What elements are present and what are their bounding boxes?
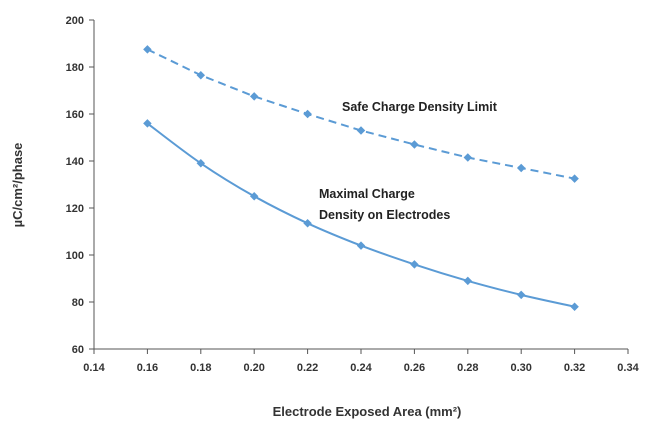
x-tick-label: 0.24 xyxy=(350,362,372,374)
series-line xyxy=(146,48,575,180)
y-tick-label: 140 xyxy=(66,156,84,168)
data-point xyxy=(570,174,579,183)
ticks: 0.14 0.16 0.18 0.20 0.22 0.24 0.26 0.28 0.30 0.32… xyxy=(66,15,640,374)
y-tick-label: 120 xyxy=(66,203,84,215)
x-tick-label: 0.16 xyxy=(137,362,158,374)
data-point xyxy=(356,126,366,135)
x-tick-label: 0.22 xyxy=(297,362,318,374)
x-tick-label: 0.30 xyxy=(510,362,531,374)
data-point xyxy=(516,290,526,300)
axes xyxy=(93,20,628,350)
annotation-label: Maximal Charge xyxy=(319,187,415,201)
annotation-label: Safe Charge Density Limit xyxy=(342,100,498,114)
x-tick-label: 0.18 xyxy=(190,362,211,374)
x-axis-title: Electrode Exposed Area (mm²) xyxy=(273,404,462,419)
series xyxy=(143,45,579,311)
data-point xyxy=(196,159,206,168)
y-tick-label: 100 xyxy=(66,250,84,262)
x-tick-label: 0.14 xyxy=(83,362,105,374)
data-point xyxy=(463,153,473,162)
annotations: Safe Charge Density Limit Maximal Charge D… xyxy=(319,100,498,222)
data-point xyxy=(303,219,312,228)
y-tick-label: 60 xyxy=(72,344,84,356)
y-tick-label: 200 xyxy=(66,15,84,27)
x-tick-label: 0.26 xyxy=(404,362,425,374)
x-tick-label: 0.32 xyxy=(564,362,585,374)
data-point xyxy=(143,45,152,54)
x-tick-label: 0.28 xyxy=(457,362,478,374)
data-point xyxy=(303,109,312,119)
series-1 xyxy=(143,45,579,183)
annotation-label: Density on Electrodes xyxy=(319,208,450,222)
data-point xyxy=(570,302,579,311)
data-point xyxy=(249,192,259,201)
y-tick-label: 80 xyxy=(72,297,84,309)
data-point xyxy=(196,70,206,80)
data-point xyxy=(410,260,419,269)
x-tick-label: 0.20 xyxy=(243,362,264,374)
x-tick-label: 0.34 xyxy=(617,362,639,374)
y-tick-label: 160 xyxy=(66,109,84,121)
data-point xyxy=(143,119,152,128)
y-axis-title: µC/cm²/phase xyxy=(10,143,25,228)
data-point xyxy=(410,140,419,149)
series-2 xyxy=(143,119,579,311)
data-point xyxy=(249,92,259,101)
y-tick-label: 180 xyxy=(66,62,84,74)
data-point xyxy=(516,163,526,173)
data-point xyxy=(463,276,473,286)
data-point xyxy=(356,241,366,250)
